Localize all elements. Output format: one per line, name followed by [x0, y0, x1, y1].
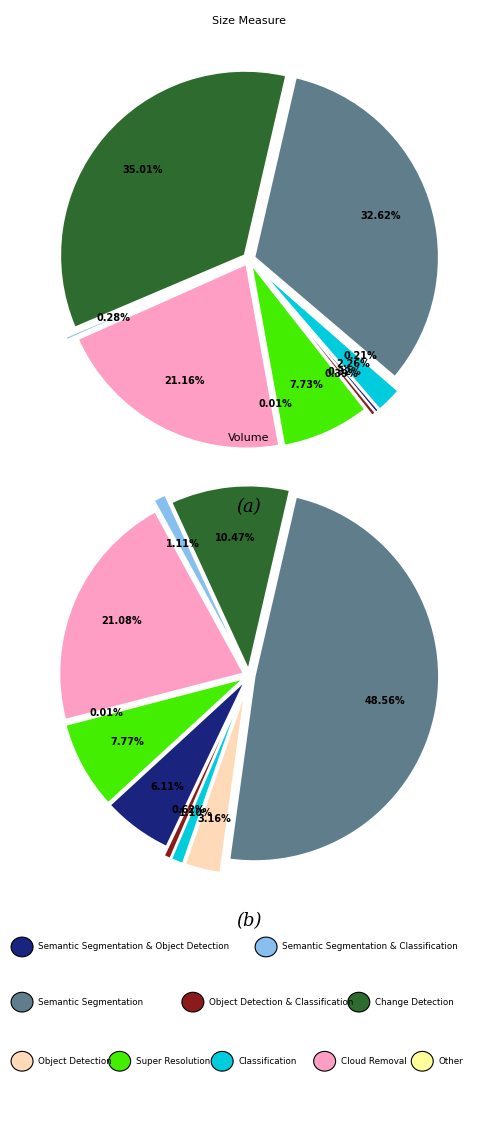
Wedge shape — [260, 269, 401, 391]
Text: 35.01%: 35.01% — [123, 166, 163, 175]
Text: 21.08%: 21.08% — [102, 616, 142, 626]
Text: 0.01%: 0.01% — [89, 708, 123, 718]
Ellipse shape — [255, 937, 277, 957]
Title: Size Measure: Size Measure — [212, 16, 286, 26]
Wedge shape — [171, 689, 244, 864]
Text: 0.01%: 0.01% — [258, 400, 292, 410]
Text: 2.26%: 2.26% — [336, 359, 370, 369]
Text: 7.73%: 7.73% — [289, 381, 323, 391]
Text: (b): (b) — [236, 912, 262, 930]
Ellipse shape — [211, 1052, 233, 1071]
Text: 6.11%: 6.11% — [150, 783, 184, 792]
Text: 3.16%: 3.16% — [198, 814, 232, 824]
Text: Semantic Segmentation & Object Detection: Semantic Segmentation & Object Detection — [38, 942, 229, 951]
Wedge shape — [78, 263, 279, 448]
Text: 21.16%: 21.16% — [164, 376, 205, 386]
Wedge shape — [185, 690, 246, 873]
Wedge shape — [171, 485, 290, 670]
Ellipse shape — [314, 1052, 336, 1071]
Ellipse shape — [11, 937, 33, 957]
Wedge shape — [56, 679, 235, 726]
Text: Change Detection: Change Detection — [375, 998, 454, 1007]
Wedge shape — [229, 497, 439, 861]
Text: 0.39%: 0.39% — [325, 369, 359, 379]
Ellipse shape — [11, 1052, 33, 1071]
Text: Other: Other — [438, 1057, 463, 1065]
Text: 0.28%: 0.28% — [97, 313, 130, 323]
Ellipse shape — [182, 992, 204, 1012]
Wedge shape — [154, 494, 243, 662]
Text: Classification: Classification — [238, 1057, 297, 1065]
Wedge shape — [259, 269, 398, 410]
Ellipse shape — [109, 1052, 130, 1071]
Wedge shape — [60, 71, 286, 328]
Wedge shape — [258, 270, 376, 415]
Text: 1.11%: 1.11% — [166, 538, 200, 548]
Wedge shape — [251, 274, 284, 455]
Ellipse shape — [11, 992, 33, 1012]
Wedge shape — [254, 78, 439, 377]
Text: 1.10%: 1.10% — [179, 808, 213, 819]
Ellipse shape — [411, 1052, 433, 1071]
Text: 32.62%: 32.62% — [360, 211, 401, 221]
Wedge shape — [251, 263, 365, 446]
Text: Object Detection: Object Detection — [38, 1057, 112, 1065]
Ellipse shape — [348, 992, 370, 1012]
Text: 10.47%: 10.47% — [215, 533, 255, 543]
Text: Semantic Segmentation: Semantic Segmentation — [38, 998, 143, 1007]
Wedge shape — [65, 678, 244, 803]
Wedge shape — [110, 680, 246, 847]
Wedge shape — [164, 689, 243, 859]
Wedge shape — [59, 511, 244, 720]
Wedge shape — [258, 270, 379, 413]
Text: Super Resolution: Super Resolution — [136, 1057, 210, 1065]
Text: 48.56%: 48.56% — [365, 696, 405, 706]
Text: (a): (a) — [237, 498, 261, 516]
Text: 0.21%: 0.21% — [344, 350, 377, 360]
Text: Object Detection & Classification: Object Detection & Classification — [209, 998, 354, 1007]
Text: Semantic Segmentation & Classification: Semantic Segmentation & Classification — [282, 942, 458, 951]
Text: Cloud Removal: Cloud Removal — [341, 1057, 406, 1065]
Text: 0.62%: 0.62% — [171, 805, 205, 815]
Wedge shape — [66, 265, 236, 340]
Title: Volume: Volume — [228, 432, 270, 443]
Text: 7.77%: 7.77% — [111, 736, 144, 747]
Text: 0.32%: 0.32% — [327, 367, 361, 377]
